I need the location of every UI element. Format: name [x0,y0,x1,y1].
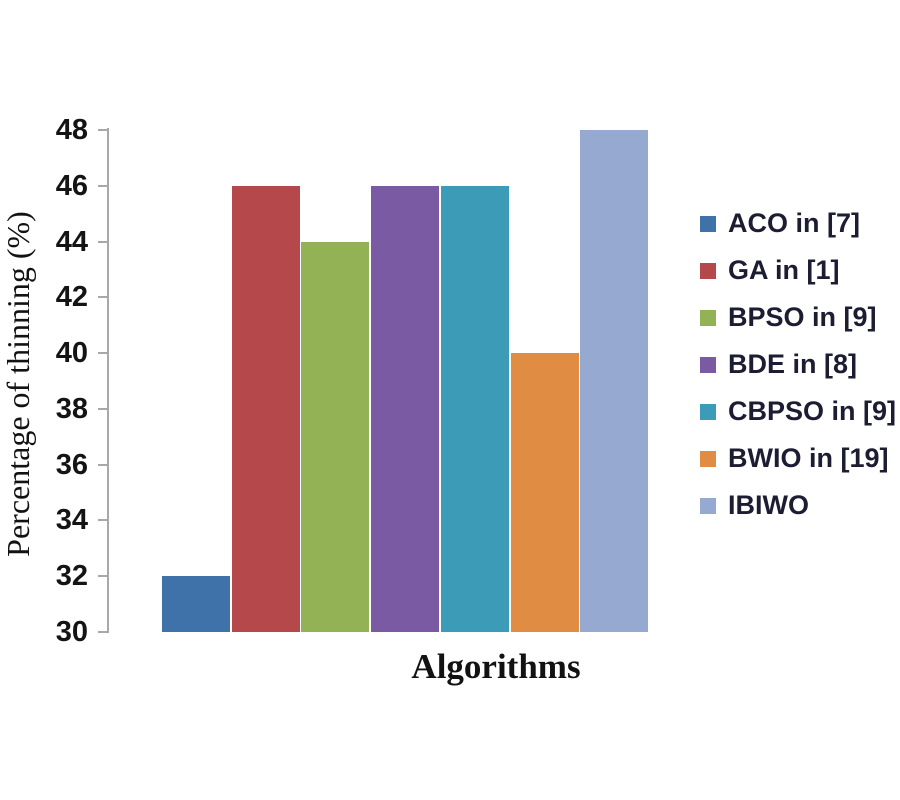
legend-label: BDE in [8] [728,349,858,379]
legend-swatch [700,497,716,514]
bar-bde-in-8 [371,185,439,632]
legend-swatch [700,215,716,232]
y-tick [98,296,108,299]
y-tick [98,631,108,633]
y-tick [98,129,108,131]
y-tick-label: 46 [55,169,88,202]
legend-item: CBPSO in [9] [700,388,896,435]
y-tick-label: 38 [55,392,88,425]
legend-swatch [700,403,716,420]
x-axis-title: Algorithms [411,647,581,686]
legend-label: IBIWO [728,490,809,520]
y-tick-label: 40 [55,337,88,370]
legend-label: BPSO in [9] [728,302,877,332]
y-tick-label: 48 [55,114,88,146]
legend-item: GA in [1] [700,247,896,294]
legend-label: ACO in [7] [728,208,860,238]
y-tick-label: 44 [55,225,88,258]
y-tick-label: 42 [55,281,88,314]
y-tick-label: 30 [55,616,88,648]
legend-swatch [700,262,716,279]
bar-ibiwo [580,130,648,632]
bar-aco-in-7 [162,576,230,632]
legend-item: IBIWO [700,482,896,529]
legend-swatch [700,450,716,467]
legend-item: BWIO in [19] [700,435,896,482]
bar-ga-in-1 [232,185,300,632]
y-tick [98,240,108,243]
bar-bwio-in-19 [511,353,579,632]
y-tick-label: 32 [55,560,88,593]
legend-label: CBPSO in [9] [728,396,897,426]
bar-cbpso-in-9 [441,185,509,632]
bar-bpso-in-9 [301,241,369,632]
y-tick [98,575,108,578]
legend-label: GA in [1] [728,255,840,285]
y-tick [98,407,108,410]
legend: ACO in [7] GA in [1] BPSO in [9] BDE in [8]… [700,200,896,529]
y-tick [98,519,108,522]
legend-item: BDE in [8] [700,341,896,388]
legend-swatch [700,356,716,373]
legend-label: BWIO in [19] [728,443,889,473]
y-tick-label: 34 [55,504,88,537]
y-axis-line [107,128,109,633]
legend-swatch [700,309,716,326]
y-tick [98,463,108,466]
legend-item: ACO in [7] [700,200,896,247]
y-tick [98,352,108,355]
y-tick-label: 36 [55,448,88,481]
legend-item: BPSO in [9] [700,294,896,341]
y-tick [98,184,108,187]
